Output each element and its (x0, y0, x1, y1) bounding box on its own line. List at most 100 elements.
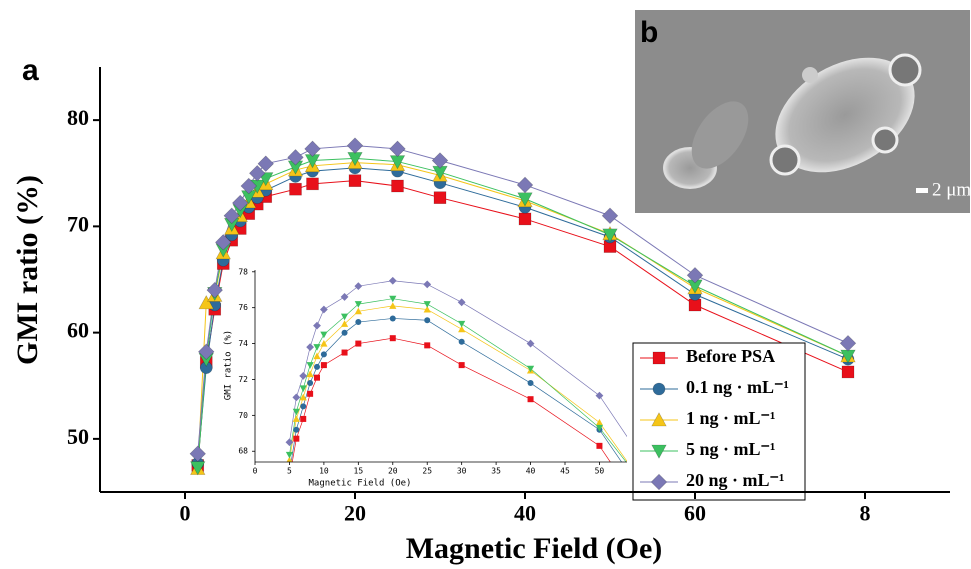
marker (306, 343, 315, 352)
marker (601, 207, 619, 224)
y-tick-label: 68 (238, 447, 248, 456)
marker (433, 191, 447, 204)
marker (431, 152, 449, 169)
x-tick-label: 8 (860, 501, 871, 526)
marker (354, 282, 363, 291)
marker (319, 305, 328, 314)
marker (527, 396, 534, 403)
marker (348, 174, 362, 187)
marker (299, 371, 308, 380)
marker (320, 331, 328, 339)
marker (602, 228, 618, 243)
marker (651, 444, 667, 459)
y-tick-label: 80 (67, 105, 89, 130)
legend-label: 0.1 ng · mL⁻¹ (686, 377, 789, 397)
marker (314, 363, 320, 370)
marker (313, 352, 321, 360)
marker (388, 276, 397, 285)
x-tick-label: 15 (354, 467, 364, 476)
y-tick-label: 70 (67, 211, 89, 236)
marker (300, 403, 307, 410)
inset-y-axis-title: GMI ratio (%) (224, 330, 234, 400)
main-plot (189, 137, 857, 476)
inset-plot (285, 276, 672, 523)
marker (346, 137, 364, 154)
marker (526, 339, 535, 348)
marker (320, 339, 328, 347)
micrograph (635, 10, 970, 213)
y-tick-label: 50 (67, 424, 89, 449)
marker (650, 473, 668, 491)
x-tick-label: 60 (684, 501, 706, 526)
marker (389, 140, 406, 158)
marker (389, 302, 397, 309)
marker (306, 177, 319, 191)
marker (595, 418, 604, 426)
marker (458, 362, 465, 369)
marker (355, 340, 362, 347)
marker (206, 281, 223, 299)
marker (424, 342, 431, 349)
x-tick-label: 35 (491, 467, 501, 476)
y-tick-label: 60 (67, 318, 89, 343)
marker (249, 165, 266, 182)
scale-bar-label: 2 μm (932, 179, 971, 200)
x-tick-label: 30 (457, 467, 467, 476)
marker (307, 380, 314, 387)
x-tick-label: 20 (344, 501, 366, 526)
marker (320, 362, 327, 369)
marker (688, 298, 702, 312)
marker (389, 295, 397, 303)
marker (198, 295, 214, 310)
marker (313, 321, 321, 330)
marker (665, 513, 672, 520)
marker (595, 424, 604, 432)
marker (423, 305, 431, 313)
marker (652, 351, 666, 365)
marker (665, 516, 672, 523)
marker (340, 313, 349, 321)
x-tick-label: 0 (253, 467, 258, 476)
x-tick-label: 25 (422, 467, 432, 476)
marker (389, 315, 396, 322)
marker (354, 301, 362, 308)
y-tick-label: 70 (238, 411, 248, 420)
marker (286, 475, 292, 481)
marker (257, 155, 274, 172)
series-line (289, 298, 627, 462)
series-line (290, 318, 623, 462)
marker (190, 461, 206, 476)
marker (516, 176, 534, 194)
marker (518, 212, 532, 226)
x-tick-label: 10 (319, 467, 329, 476)
legend-label: 1 ng · mL⁻¹ (686, 408, 775, 428)
marker (215, 234, 232, 251)
y-tick-label: 72 (238, 375, 248, 384)
marker (458, 325, 466, 333)
marker (240, 177, 257, 195)
marker (651, 412, 667, 427)
marker (341, 349, 348, 356)
marker (355, 319, 362, 326)
marker (286, 456, 293, 462)
panel-label: b (640, 16, 658, 49)
marker (307, 390, 314, 397)
marker (289, 182, 302, 196)
marker (306, 362, 314, 369)
marker (391, 179, 404, 193)
x-tick-label: 40 (514, 501, 536, 526)
y-tick-label: 74 (238, 339, 248, 348)
marker (300, 415, 307, 422)
x-tick-label: 5 (287, 467, 292, 476)
series-line (289, 305, 627, 462)
marker (424, 317, 431, 324)
marker (299, 393, 307, 401)
marker (223, 207, 240, 224)
marker (232, 194, 249, 212)
inset-x-axis-title: Magnetic Field (Oe) (309, 479, 412, 489)
legend-label: Before PSA (686, 346, 775, 366)
legend-label: 5 ng · mL⁻¹ (686, 439, 775, 459)
y-tick-label: 78 (238, 267, 248, 276)
x-tick-label: 0 (180, 501, 191, 526)
y-axis-title: GMI ratio (%) (11, 175, 44, 365)
